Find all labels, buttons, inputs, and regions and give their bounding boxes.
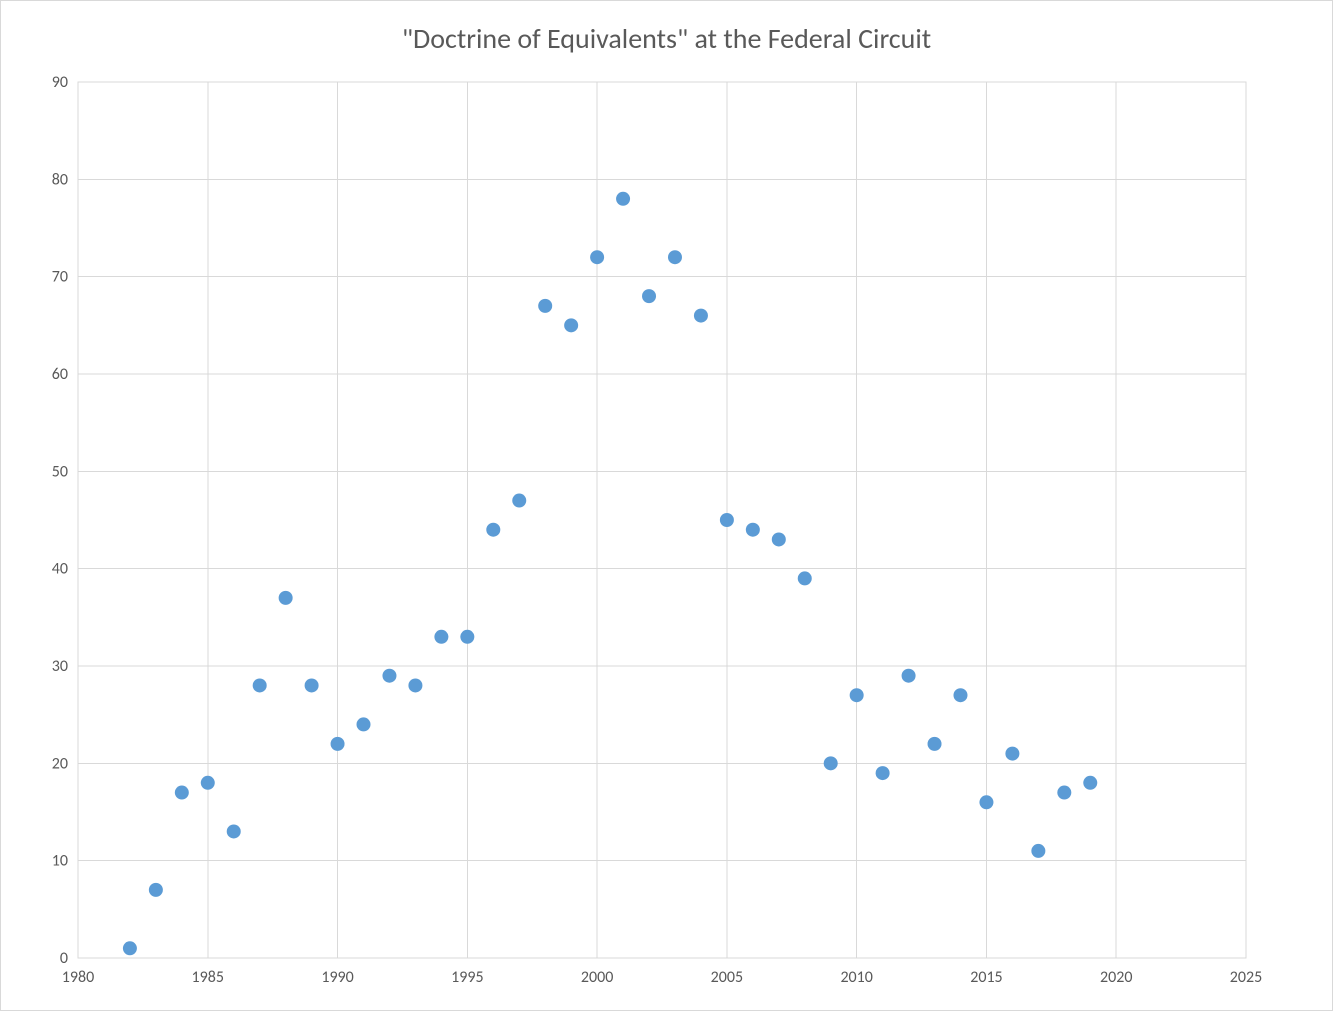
chart-title: "Doctrine of Equivalents" at the Federal… bbox=[402, 21, 931, 56]
x-tick-label: 2025 bbox=[1230, 968, 1262, 987]
data-point bbox=[979, 795, 993, 809]
scatter-chart: 1980198519901995200020052010201520202025… bbox=[0, 0, 1333, 1011]
x-tick-label: 2000 bbox=[581, 968, 613, 987]
data-point bbox=[175, 786, 189, 800]
data-point bbox=[616, 192, 630, 206]
y-tick-label: 0 bbox=[60, 949, 68, 968]
y-tick-label: 10 bbox=[52, 852, 68, 871]
y-tick-label: 50 bbox=[52, 462, 68, 481]
data-point bbox=[564, 318, 578, 332]
data-point bbox=[486, 523, 500, 537]
data-point bbox=[850, 688, 864, 702]
x-tick-label: 2015 bbox=[970, 968, 1002, 987]
data-point bbox=[824, 756, 838, 770]
x-tick-label: 1985 bbox=[192, 968, 224, 987]
data-point bbox=[357, 717, 371, 731]
data-point bbox=[772, 532, 786, 546]
data-point bbox=[1005, 747, 1019, 761]
y-tick-label: 40 bbox=[52, 560, 68, 579]
x-tick-label: 2020 bbox=[1100, 968, 1132, 987]
data-point bbox=[331, 737, 345, 751]
data-point bbox=[149, 883, 163, 897]
data-point bbox=[590, 250, 604, 264]
data-point bbox=[876, 766, 890, 780]
x-tick-label: 1995 bbox=[451, 968, 483, 987]
x-tick-label: 2005 bbox=[711, 968, 743, 987]
x-tick-label: 1990 bbox=[321, 968, 353, 987]
data-point bbox=[227, 824, 241, 838]
data-point bbox=[305, 678, 319, 692]
data-point bbox=[746, 523, 760, 537]
data-point bbox=[253, 678, 267, 692]
data-point bbox=[382, 669, 396, 683]
y-tick-label: 90 bbox=[52, 73, 68, 92]
data-point bbox=[279, 591, 293, 605]
data-point bbox=[201, 776, 215, 790]
y-tick-label: 60 bbox=[52, 365, 68, 384]
data-point bbox=[434, 630, 448, 644]
y-tick-label: 20 bbox=[52, 754, 68, 773]
y-tick-label: 80 bbox=[52, 170, 68, 189]
data-point bbox=[953, 688, 967, 702]
data-point bbox=[928, 737, 942, 751]
y-tick-label: 30 bbox=[52, 657, 68, 676]
x-tick-label: 2010 bbox=[840, 968, 872, 987]
x-tick-label: 1980 bbox=[62, 968, 94, 987]
data-point bbox=[123, 941, 137, 955]
data-point bbox=[720, 513, 734, 527]
chart-container: 1980198519901995200020052010201520202025… bbox=[0, 0, 1333, 1011]
data-point bbox=[1031, 844, 1045, 858]
data-point bbox=[408, 678, 422, 692]
data-point bbox=[668, 250, 682, 264]
data-point bbox=[902, 669, 916, 683]
data-point bbox=[1057, 786, 1071, 800]
data-point bbox=[694, 309, 708, 323]
data-point bbox=[1083, 776, 1097, 790]
data-point bbox=[538, 299, 552, 313]
data-point bbox=[460, 630, 474, 644]
data-point bbox=[512, 494, 526, 508]
data-point bbox=[798, 571, 812, 585]
y-tick-label: 70 bbox=[52, 268, 68, 287]
data-point bbox=[642, 289, 656, 303]
